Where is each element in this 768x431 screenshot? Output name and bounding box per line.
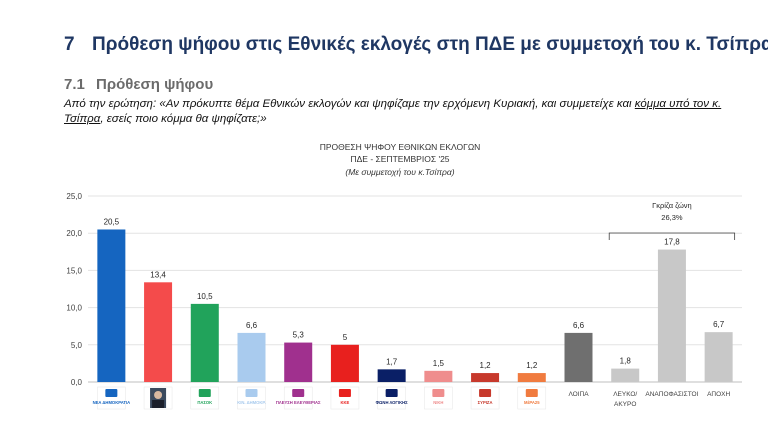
party-logo <box>470 386 500 410</box>
section-heading: 7 Πρόθεση ψήφου στις Εθνικές εκλογές στη … <box>64 34 768 56</box>
bar <box>564 332 593 382</box>
data-label: 20,5 <box>104 217 120 226</box>
data-label: 1,2 <box>526 361 538 370</box>
y-tick-label: 10,0 <box>66 304 82 313</box>
party-logo-mark <box>198 389 211 397</box>
bar <box>704 332 733 382</box>
data-label: 1,5 <box>433 359 445 368</box>
x-tick-label: ΑΠΟΧΗ <box>707 391 730 398</box>
party-logo-mark <box>105 389 118 397</box>
party-logo <box>330 386 360 410</box>
party-logo <box>190 386 220 410</box>
data-label: 6,6 <box>573 321 585 330</box>
chart-title: ΠΡΟΘΕΣΗ ΨΗΦΟΥ ΕΘΝΙΚΩΝ ΕΚΛΟΓΩΝ <box>319 142 481 152</box>
grey-zone-label: Γκρίζα ζώνη <box>652 201 692 210</box>
chart-subtitle: ΠΔΕ - ΣΕΠΤΕΜΒΡΙΟΣ '25 <box>350 154 450 164</box>
party-logo-mark <box>432 389 445 397</box>
subsection-heading: 7.1 Πρόθεση ψήφου <box>64 76 213 93</box>
party-logo-text: ΚΚΕ <box>341 400 350 405</box>
subsection-title: Πρόθεση ψήφου <box>96 76 214 93</box>
bar <box>471 373 500 382</box>
question-suffix: , εσείς ποιο κόμμα θα ψηφίζατε;» <box>100 113 267 125</box>
party-logo-text: ΦΩΝΗ ΛΟΓΙΚΗΣ <box>376 400 409 405</box>
bar <box>144 282 173 382</box>
question-underlined: κόμμα υπό τον κ. Τσίπρα <box>64 98 722 125</box>
data-label: 1,7 <box>386 357 398 366</box>
data-label: 1,2 <box>480 361 492 370</box>
party-logo-text: ΝΙΚΗ <box>433 400 443 405</box>
party-logo <box>377 386 406 410</box>
party-logo-mark <box>292 389 305 397</box>
x-tick-label: ΛΟΙΠΑ <box>568 391 589 398</box>
data-label: 6,6 <box>246 321 258 330</box>
party-logo <box>283 386 313 410</box>
x-tick-label: ΑΚΥΡΟ <box>614 401 636 408</box>
party-logo-text: ΜέΡΑ25 <box>524 400 540 405</box>
party-logo <box>237 386 266 410</box>
x-tick-label: ΛΕΥΚΟ/ <box>613 391 637 398</box>
y-tick-label: 25,0 <box>66 192 82 201</box>
party-logo-mark <box>245 389 258 397</box>
data-label: 5,3 <box>293 331 305 340</box>
bar <box>424 370 453 382</box>
y-tick-label: 15,0 <box>66 266 82 275</box>
bar <box>190 303 219 382</box>
x-tick-label: ΑΝΑΠΟΦΑΣΙΣΤΟΙ <box>645 391 698 398</box>
y-tick-label: 0,0 <box>71 378 83 387</box>
party-logo-text: ΠΑΣΟΚ <box>197 400 212 405</box>
party-logo <box>97 386 126 410</box>
party-logo-text: ΝΕΑ ΔΗΜΟΚΡΑΤΙΑ <box>93 400 131 405</box>
party-logo-mark <box>479 389 492 397</box>
section-number: 7 <box>64 34 75 55</box>
grey-zone-bracket <box>608 232 736 240</box>
party-logo-mark <box>338 389 351 397</box>
bar <box>657 249 686 382</box>
data-label: 1,8 <box>620 357 632 366</box>
question-prefix: Από την ερώτηση: «Αν πρόκυπτε θέμα Εθνικ… <box>64 98 635 110</box>
portrait-suit <box>152 400 165 408</box>
bar <box>611 368 640 382</box>
party-logo <box>424 386 453 410</box>
chart-note: (Με συμμετοχή του κ.Τσίπρα) <box>345 167 455 177</box>
data-label: 13,4 <box>150 270 166 279</box>
data-label: 6,7 <box>713 320 725 329</box>
bar <box>377 369 406 382</box>
bar <box>330 344 359 382</box>
party-logo-mark <box>385 389 398 397</box>
party-logo-mark <box>525 389 538 397</box>
bar <box>284 342 313 382</box>
data-label: 5 <box>343 333 348 342</box>
bar <box>237 332 266 382</box>
party-logo-text: ΣΥΡΙΖΑ <box>478 400 493 405</box>
party-logo-text: ΠΛΕΥΣΗ ΕΛΕΥΘΕΡΙΑΣ <box>276 400 321 405</box>
bar <box>517 373 546 382</box>
section-title: Πρόθεση ψήφου στις Εθνικές εκλογές στη Π… <box>92 34 768 55</box>
data-label: 10,5 <box>197 292 213 301</box>
y-tick-label: 5,0 <box>71 341 83 350</box>
question-text: Από την ερώτηση: «Αν πρόκυπτε θέμα Εθνικ… <box>64 97 734 127</box>
portrait-face <box>154 391 163 399</box>
y-tick-label: 20,0 <box>66 229 82 238</box>
party-logo <box>517 386 547 410</box>
party-logo-text: ΚΙΝ. ΔΗΜΟΚΡ. <box>237 400 266 405</box>
subsection-number: 7.1 <box>64 76 85 93</box>
data-label: 17,8 <box>664 238 680 247</box>
bar <box>97 229 126 382</box>
grey-zone-value: 26,3% <box>661 213 683 222</box>
